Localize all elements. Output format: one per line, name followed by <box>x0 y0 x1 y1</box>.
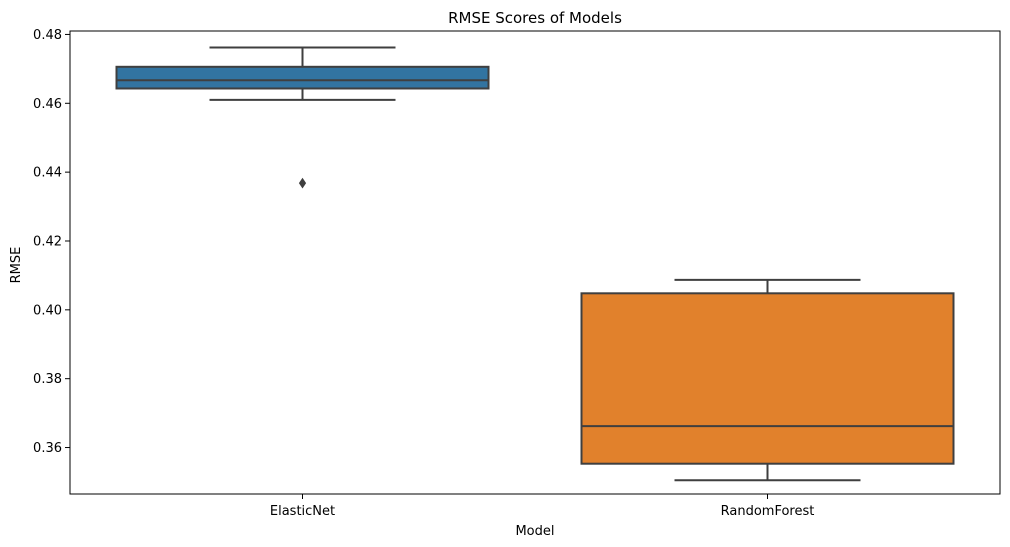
plot-area <box>69 30 1001 495</box>
box-RandomForest <box>580 278 955 482</box>
x-tick-label: ElasticNet <box>270 504 335 519</box>
y-tick-label: 0.44 <box>33 166 62 181</box>
box-ElasticNet <box>115 46 490 189</box>
plot-frame <box>69 30 1001 495</box>
chart-title: RMSE Scores of Models <box>448 9 622 27</box>
y-tick-label: 0.42 <box>33 234 62 249</box>
x-axis-label: Model <box>515 524 554 539</box>
x-tick-label: RandomForest <box>721 504 815 519</box>
y-tick-label: 0.48 <box>33 28 62 43</box>
iqr-box <box>115 65 490 90</box>
y-axis-label: RMSE <box>9 247 24 284</box>
y-tick-label: 0.46 <box>33 97 62 112</box>
y-axis: 0.36 0.38 0.40 0.42 0.44 0.46 0.48 <box>33 28 70 456</box>
outlier-point <box>298 177 307 189</box>
y-tick-label: 0.36 <box>33 441 62 456</box>
y-tick-label: 0.38 <box>33 372 62 387</box>
y-tick-label: 0.40 <box>33 303 62 318</box>
x-axis: ElasticNet RandomForest <box>270 494 814 519</box>
iqr-box <box>580 292 955 465</box>
